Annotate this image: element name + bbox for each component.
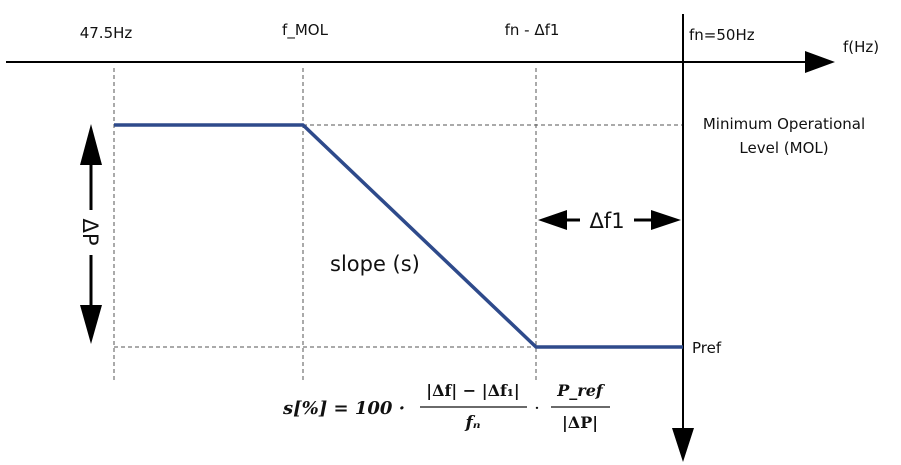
delta-p-label: ΔP [78, 218, 102, 245]
delta-f1-arrowhead-right [651, 210, 681, 230]
formula-numerator: |Δf| − |Δf₁| [426, 381, 519, 400]
pref-label: Pref [692, 339, 722, 357]
slope-label: slope (s) [330, 252, 420, 276]
formula-numerator-2: P_ref [556, 381, 606, 400]
delta-f1-arrow: Δf1 [538, 209, 681, 233]
formula-lhs: s[%] = 100 · [282, 398, 405, 419]
delta-p-arrowhead-bottom [80, 305, 102, 344]
tick-label-f-mol: f_MOL [282, 21, 329, 40]
guide-lines [113, 68, 683, 382]
slope-formula: s[%] = 100 · |Δf| − |Δf₁| fₙ · P_ref |ΔP… [282, 381, 610, 433]
delta-p-arrowhead-top [80, 124, 102, 165]
mol-label-line2: Level (MOL) [739, 139, 828, 157]
formula-dot: · [534, 398, 540, 419]
delta-f1-arrowhead-left [538, 210, 567, 230]
axis-label-frequency: f(Hz) [843, 38, 879, 56]
formula-denominator-2: |ΔP| [562, 413, 598, 432]
nominal-frequency-axis-arrowhead [672, 428, 694, 462]
delta-p-arrow: ΔP [78, 124, 102, 344]
mol-label-line1: Minimum Operational [703, 115, 865, 133]
tick-label-nominal: fn=50Hz [689, 26, 755, 44]
delta-f1-label: Δf1 [589, 209, 624, 233]
tick-label-47-5hz: 47.5Hz [80, 24, 133, 42]
power-response-curve [114, 123, 683, 349]
formula-denominator: fₙ [464, 413, 480, 433]
tick-label-knee: fn - Δf1 [505, 21, 560, 39]
frequency-axis-arrowhead [805, 51, 835, 73]
